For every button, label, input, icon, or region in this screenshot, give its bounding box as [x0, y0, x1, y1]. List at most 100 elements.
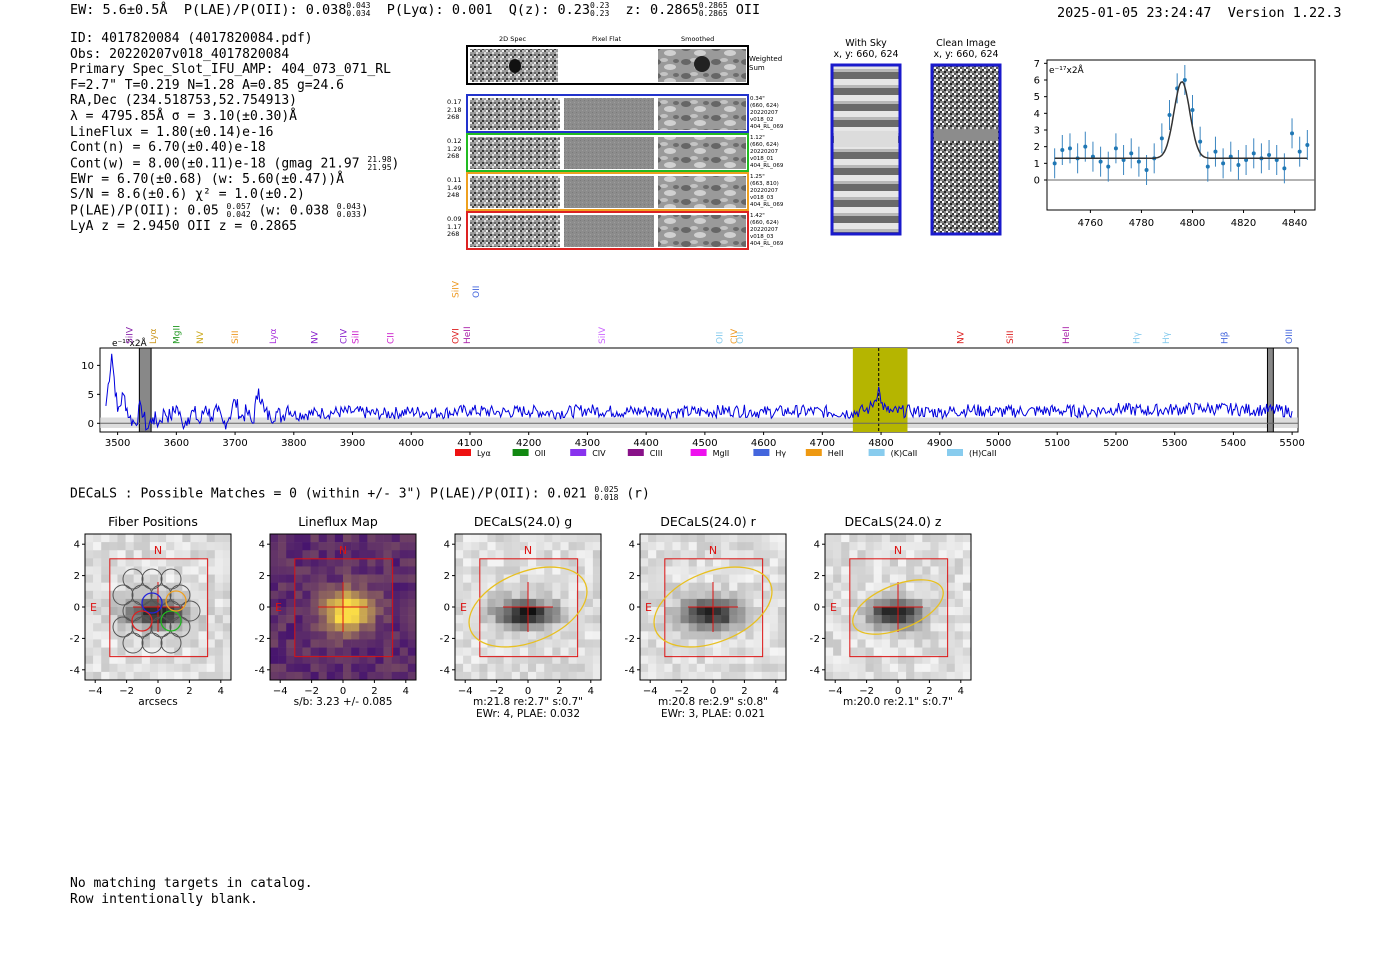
pixel: [737, 639, 746, 648]
pixel: [334, 631, 344, 640]
y-tick-label: −4: [255, 665, 265, 676]
pixel: [889, 655, 899, 665]
legend-swatch: [690, 449, 707, 456]
pixel: [568, 598, 577, 608]
pixel: [544, 639, 553, 648]
pixel: [503, 566, 513, 575]
pixel: [109, 655, 118, 665]
pixel: [399, 558, 409, 567]
spec2d-row-info: 1.25" (663, 810) 20220207 v018_03 404_RL_069: [750, 174, 783, 209]
pixel: [648, 615, 657, 624]
pixel: [519, 550, 529, 559]
pixel: [560, 647, 569, 656]
pixel: [745, 566, 754, 575]
pixel: [568, 663, 577, 673]
pixel: [455, 542, 464, 551]
pixel: [359, 631, 368, 640]
pixel: [93, 574, 102, 583]
pixel: [753, 647, 762, 656]
pixel: [318, 655, 328, 665]
pixel: [471, 607, 480, 616]
pixel: [672, 574, 681, 583]
pixel: [576, 639, 586, 648]
pixel: [528, 574, 537, 583]
pixel: [544, 566, 553, 575]
pixel: [206, 639, 216, 648]
pixel: [536, 566, 545, 575]
pixel: [310, 542, 319, 551]
pixel: [865, 639, 874, 648]
pixel: [101, 663, 110, 673]
pixel: [528, 647, 537, 656]
pixel: [833, 534, 842, 543]
pixel: [383, 671, 392, 681]
data-point: [1098, 159, 1103, 164]
pixel: [133, 550, 143, 559]
pixel: [865, 663, 874, 673]
pixel: [85, 607, 94, 616]
pixel: [190, 671, 199, 681]
pixel: [278, 598, 287, 608]
pixel: [922, 598, 931, 608]
pixel: [85, 647, 94, 656]
info-primary: Primary Spec_Slot_IFU_AMP: 404_073_071_R…: [70, 62, 391, 78]
pixel: [117, 582, 126, 592]
pixel: [576, 590, 586, 600]
x-tick-label: 2: [741, 686, 747, 697]
pixel: [592, 615, 602, 624]
pixel: [704, 639, 714, 648]
footer-line-1: No matching targets in catalog.: [70, 876, 313, 891]
pixel: [962, 671, 972, 681]
x-tick-label: 4600: [751, 438, 776, 449]
pixel: [849, 631, 858, 640]
pixel: [519, 647, 529, 656]
pixel: [399, 631, 409, 640]
thumbnail-caption: m:20.8 re:2.9" s:0.8" EWr: 3, PLAE: 0.021: [625, 696, 801, 720]
fiber-circle: [122, 632, 144, 654]
pixel: [721, 631, 730, 640]
pixel: [881, 582, 891, 592]
pixel: [214, 615, 224, 624]
pixel: [922, 655, 931, 665]
pixel: [672, 534, 681, 543]
pixel: [584, 663, 594, 673]
aperture-box: [849, 558, 949, 658]
pixel: [166, 647, 175, 656]
pixel: [174, 663, 183, 673]
pixel: [166, 550, 175, 559]
info-block: ID: 4017820084 (4017820084.pdf) Obs: 202…: [70, 31, 399, 235]
pixel: [833, 671, 842, 681]
pixel: [471, 582, 480, 592]
pixel: [222, 558, 232, 567]
pixel: [938, 542, 947, 551]
pixel: [664, 607, 673, 616]
zoom-unit-label: e⁻¹⁷x2Å: [1049, 64, 1085, 76]
pixel: [190, 639, 199, 648]
pixel: [777, 550, 787, 559]
pixel: [729, 607, 738, 616]
pixel: [777, 671, 787, 681]
pixel: [391, 663, 401, 673]
pixel: [857, 598, 866, 608]
pixel: [302, 615, 311, 624]
pixel: [914, 623, 923, 632]
pixel: [761, 647, 771, 656]
pixel: [849, 607, 858, 616]
pixel: [141, 574, 151, 583]
pixel: [865, 534, 874, 543]
data-point: [1198, 139, 1203, 144]
pixel: [833, 607, 842, 616]
thumbnail-caption: m:21.8 re:2.7" s:0.7" EWr: 4, PLAE: 0.032: [440, 696, 616, 720]
pixel: [938, 671, 947, 681]
pixel: [166, 542, 175, 551]
noise-band: [100, 417, 1298, 428]
pixel: [519, 639, 529, 648]
pixel: [552, 607, 561, 616]
pixel: [326, 631, 336, 640]
pixel: [166, 615, 175, 624]
pixel: [825, 574, 834, 583]
pixel: [399, 663, 409, 673]
fiber-circle: [169, 584, 191, 606]
